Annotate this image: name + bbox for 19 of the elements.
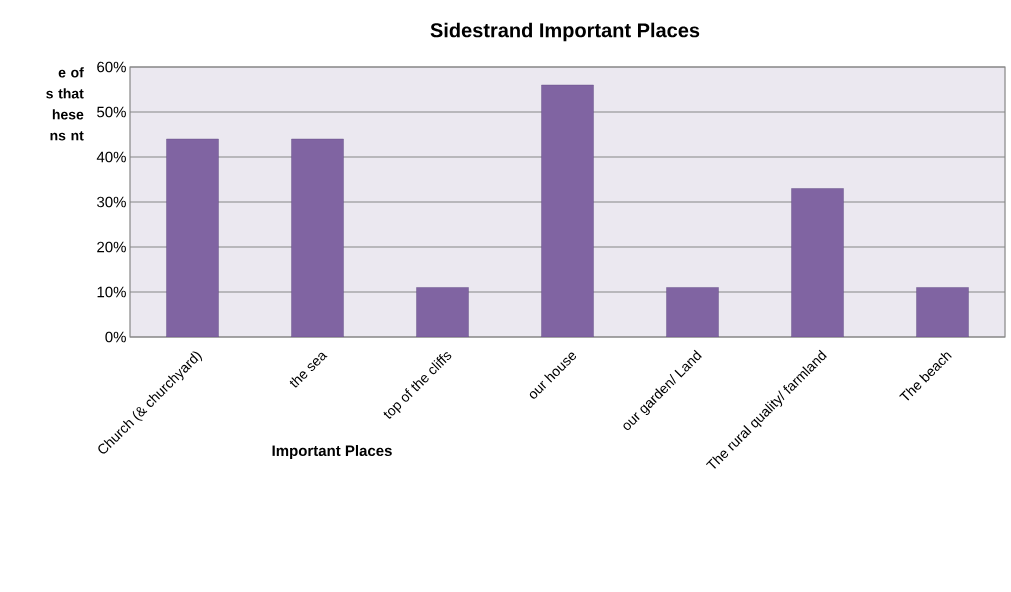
y-tick-label: 0% — [105, 331, 126, 343]
y-tick-label: 20% — [97, 241, 126, 253]
chart-title: Sidestrand Important Places — [430, 22, 700, 42]
bar — [666, 287, 719, 337]
x-tick-label: top of the cliffs — [383, 352, 452, 419]
bar — [291, 138, 344, 337]
x-tick-label: the sea — [289, 352, 328, 388]
y-tick-label: 50% — [97, 106, 126, 118]
y-tick-label: 30% — [97, 196, 126, 208]
bar — [416, 287, 469, 337]
bar — [791, 188, 844, 337]
bar — [541, 84, 594, 337]
bar — [166, 138, 219, 337]
y-axis-title: e of s that hese ns nt — [46, 67, 84, 141]
y-tick-label: 10% — [97, 286, 126, 298]
bar — [916, 287, 969, 337]
x-axis-title: Important Places — [272, 445, 392, 459]
y-tick-label: 40% — [96, 151, 126, 163]
y-tick-label: 60% — [97, 61, 126, 73]
